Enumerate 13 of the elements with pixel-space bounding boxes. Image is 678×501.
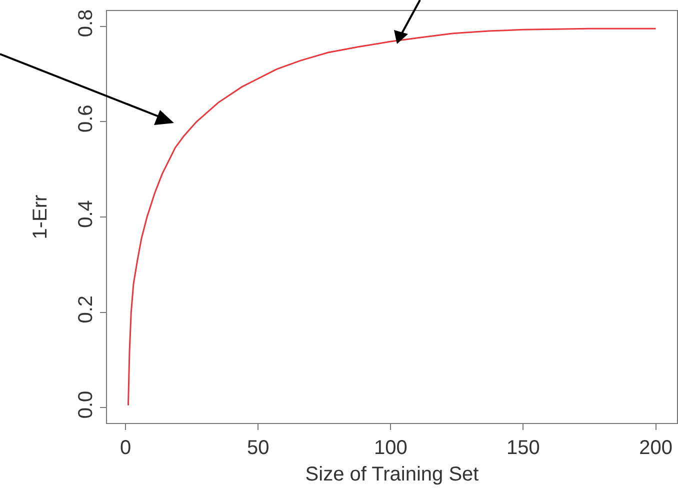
x-tick-label: 100 <box>374 437 408 459</box>
x-tick-label: 200 <box>639 437 672 459</box>
x-tick-label: 50 <box>246 437 270 459</box>
x-axis-title: Size of Training Set <box>305 464 480 486</box>
x-tick-label: 0 <box>120 437 132 459</box>
y-tick-label: 0.4 <box>75 200 97 228</box>
y-tick-label: 0.0 <box>75 390 97 419</box>
line-series <box>127 28 657 406</box>
y-axis-title: 1-Err <box>30 194 52 240</box>
y-tick-label: 0.2 <box>75 295 97 324</box>
y-tick-label: 0.6 <box>75 104 97 133</box>
x-tick-label: 150 <box>506 437 540 459</box>
y-tick-label: 0.8 <box>75 9 97 38</box>
